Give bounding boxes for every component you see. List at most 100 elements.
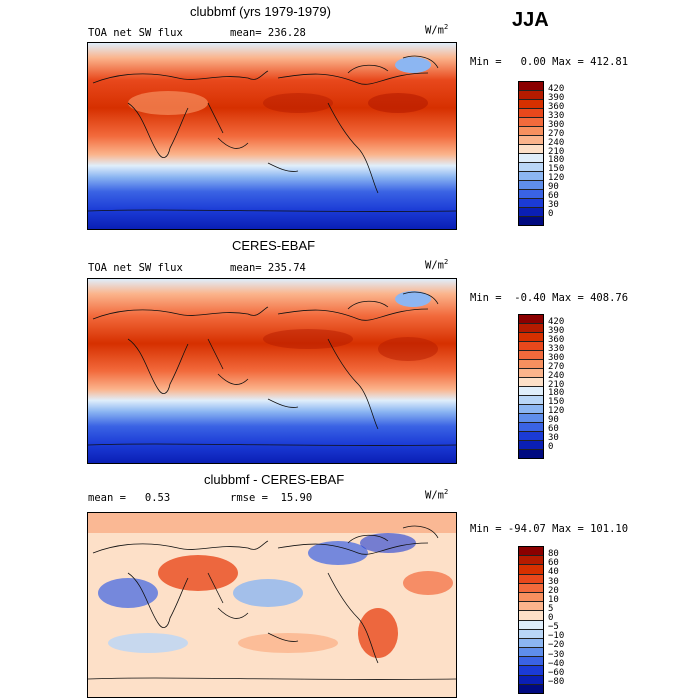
panel-2-colorbar xyxy=(518,314,544,459)
colorbar-tick-label: 420 xyxy=(548,83,565,94)
colorbar-swatch xyxy=(519,629,543,639)
panel-3-units: W/m2 xyxy=(425,488,449,502)
colorbar-tick-label: 360 xyxy=(548,101,565,112)
colorbar-swatch xyxy=(519,547,543,557)
panel-1-colorbar xyxy=(518,81,544,226)
colorbar-tick-label: 60 xyxy=(548,424,559,435)
colorbar-tick-label: 0 xyxy=(548,442,554,453)
colorbar-tick-label: 330 xyxy=(548,110,565,121)
panel-1-min-max: Min = 0.00 Max = 412.81 xyxy=(470,56,629,68)
colorbar-swatch xyxy=(519,638,543,649)
colorbar-tick-label: 360 xyxy=(548,334,565,345)
colorbar-swatch xyxy=(519,315,543,324)
colorbar-tick-label: −20 xyxy=(548,640,565,651)
colorbar-tick-label: 210 xyxy=(548,146,565,157)
colorbar-tick-label: 390 xyxy=(548,92,565,103)
colorbar-swatch xyxy=(519,611,543,621)
colorbar-swatch xyxy=(519,217,543,225)
colorbar-swatch xyxy=(519,396,543,405)
colorbar-swatch xyxy=(519,556,543,566)
panel-1-units: W/m2 xyxy=(425,23,449,37)
colorbar-swatch xyxy=(519,136,543,145)
colorbar-swatch xyxy=(519,592,543,603)
colorbar-swatch xyxy=(519,450,543,458)
panel-2-mean: mean= 235.74 xyxy=(230,262,306,274)
colorbar-swatch xyxy=(519,190,543,199)
colorbar-tick-label: 30 xyxy=(548,576,559,587)
colorbar-tick-label: 120 xyxy=(548,406,565,417)
panel-2-map xyxy=(87,278,457,464)
colorbar-swatch xyxy=(519,620,543,630)
panel-3-title: clubbmf - CERES-EBAF xyxy=(204,472,345,487)
colorbar-tick-label: −10 xyxy=(548,631,565,642)
colorbar-tick-label: 240 xyxy=(548,137,565,148)
colorbar-tick-label: −5 xyxy=(548,622,559,633)
colorbar-swatch xyxy=(519,565,543,575)
colorbar-tick-label: 210 xyxy=(548,379,565,390)
colorbar-tick-label: 390 xyxy=(548,325,565,336)
panel-1-variable: TOA net SW flux xyxy=(88,27,183,39)
colorbar-swatch xyxy=(519,648,543,658)
panel-3-min-max: Min = -94.07 Max = 101.10 xyxy=(470,523,629,535)
colorbar-tick-label: 330 xyxy=(548,343,565,354)
colorbar-tick-label: 300 xyxy=(548,352,565,363)
colorbar-swatch xyxy=(519,387,543,396)
colorbar-swatch xyxy=(519,351,543,360)
colorbar-tick-label: 60 xyxy=(548,191,559,202)
panel-2-variable: TOA net SW flux xyxy=(88,262,183,274)
colorbar-tick-label: 420 xyxy=(548,316,565,327)
colorbar-swatch xyxy=(519,369,543,378)
colorbar-swatch xyxy=(519,82,543,91)
colorbar-swatch xyxy=(519,574,543,584)
colorbar-tick-label: 240 xyxy=(548,370,565,381)
colorbar-swatch xyxy=(519,675,543,685)
colorbar-swatch xyxy=(519,154,543,163)
colorbar-swatch xyxy=(519,127,543,136)
colorbar-swatch xyxy=(519,441,543,450)
colorbar-swatch xyxy=(519,423,543,432)
panel-1-map-svg xyxy=(88,43,456,229)
colorbar-swatch xyxy=(519,684,543,693)
panel-2-units: W/m2 xyxy=(425,258,449,272)
colorbar-swatch xyxy=(519,324,543,333)
colorbar-swatch xyxy=(519,657,543,667)
panel-1-map xyxy=(87,42,457,230)
colorbar-swatch xyxy=(519,583,543,593)
colorbar-swatch xyxy=(519,181,543,190)
colorbar-swatch xyxy=(519,91,543,100)
colorbar-tick-label: 90 xyxy=(548,182,559,193)
colorbar-tick-label: 10 xyxy=(548,594,559,605)
colorbar-tick-label: 300 xyxy=(548,119,565,130)
colorbar-tick-label: 180 xyxy=(548,388,565,399)
panel-1-mean: mean= 236.28 xyxy=(230,27,306,39)
colorbar-tick-label: 30 xyxy=(548,433,559,444)
colorbar-tick-label: 150 xyxy=(548,397,565,408)
panel-3-colorbar xyxy=(518,546,544,694)
colorbar-swatch xyxy=(519,163,543,172)
panel-1-title: clubbmf (yrs 1979-1979) xyxy=(190,4,331,19)
colorbar-swatch xyxy=(519,666,543,676)
colorbar-tick-label: 270 xyxy=(548,128,565,139)
colorbar-swatch xyxy=(519,342,543,351)
colorbar-swatch xyxy=(519,432,543,441)
colorbar-swatch xyxy=(519,360,543,369)
colorbar-tick-label: 0 xyxy=(548,209,554,220)
colorbar-swatch xyxy=(519,333,543,342)
colorbar-swatch xyxy=(519,109,543,118)
colorbar-swatch xyxy=(519,145,543,154)
colorbar-tick-label: 60 xyxy=(548,558,559,569)
colorbar-swatch xyxy=(519,208,543,217)
panel-2-title: CERES-EBAF xyxy=(232,238,316,253)
season-label: JJA xyxy=(512,9,549,31)
panel-3-mean: mean = 0.53 xyxy=(88,492,171,504)
colorbar-tick-label: 120 xyxy=(548,173,565,184)
panel-3-map xyxy=(87,512,457,698)
colorbar-swatch xyxy=(519,199,543,208)
colorbar-swatch xyxy=(519,378,543,387)
colorbar-tick-label: −80 xyxy=(548,676,565,687)
colorbar-swatch xyxy=(519,602,543,612)
colorbar-tick-label: 90 xyxy=(548,415,559,426)
colorbar-tick-label: 180 xyxy=(548,155,565,166)
colorbar-swatch xyxy=(519,100,543,109)
colorbar-swatch xyxy=(519,414,543,423)
